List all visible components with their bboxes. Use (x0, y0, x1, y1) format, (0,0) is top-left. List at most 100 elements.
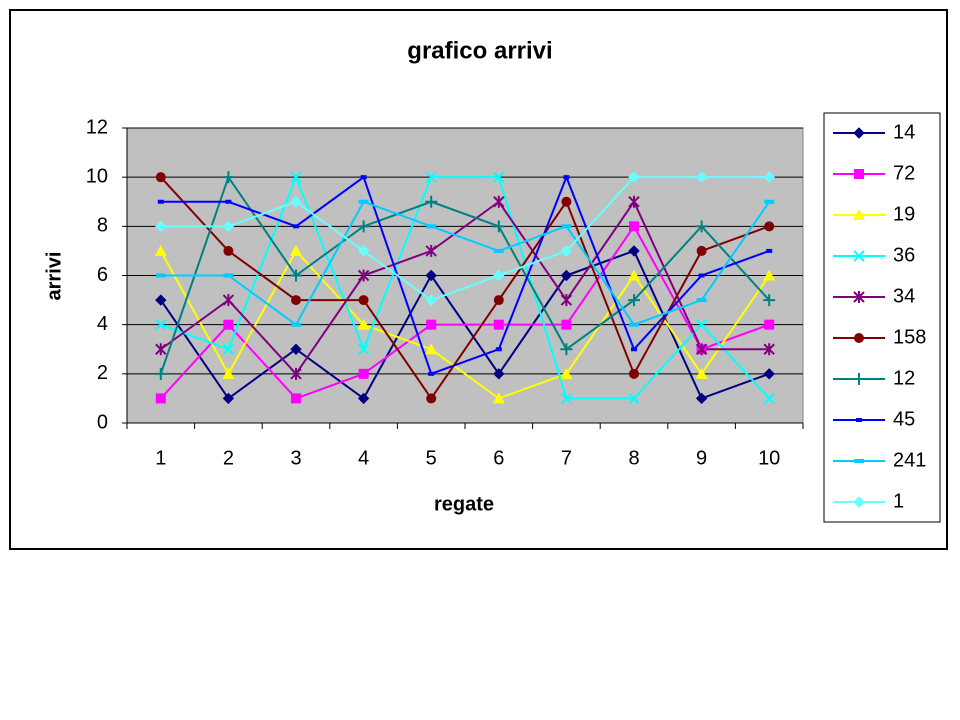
marker (695, 171, 708, 183)
legend-label: 45 (893, 408, 915, 430)
marker (695, 392, 708, 405)
marker (695, 318, 708, 331)
marker (426, 393, 437, 404)
marker (357, 392, 370, 405)
marker (763, 392, 775, 405)
x-tick-label: 6 (493, 447, 504, 469)
x-tick-label: 2 (223, 447, 234, 469)
marker (425, 294, 437, 306)
y-tick-label: 4 (97, 313, 108, 335)
y-tick-label: 2 (97, 362, 108, 384)
legend-box (823, 112, 941, 523)
x-tick-label: 4 (358, 447, 369, 469)
marker (428, 371, 435, 376)
marker (290, 171, 302, 183)
marker (358, 368, 369, 379)
marker (629, 368, 639, 379)
marker (493, 368, 505, 380)
marker (222, 220, 235, 233)
marker (357, 220, 370, 233)
series-line (159, 174, 770, 375)
y-tick-label: 6 (97, 264, 108, 286)
x-tick-label: 10 (758, 447, 780, 469)
marker (495, 347, 502, 352)
marker (853, 373, 865, 385)
marker (155, 294, 167, 306)
marker (695, 367, 708, 379)
marker (698, 273, 705, 278)
marker (766, 248, 773, 253)
marker (763, 343, 775, 356)
series-line (160, 176, 770, 302)
marker (154, 367, 167, 380)
marker (357, 245, 370, 257)
series-line (160, 174, 770, 400)
y-tick-label: 0 (97, 411, 108, 433)
marker (763, 368, 775, 380)
marker (493, 269, 505, 282)
y-tick-label: 12 (86, 116, 108, 138)
marker (223, 245, 234, 256)
legend-label: 158 (893, 326, 926, 348)
marker (764, 319, 775, 330)
marker (854, 459, 864, 463)
marker (493, 248, 504, 253)
marker (223, 319, 234, 330)
marker (155, 273, 166, 278)
marker (853, 496, 865, 508)
marker (492, 220, 505, 233)
marker (222, 171, 235, 184)
marker (695, 220, 708, 233)
y-axis-label: arrivi (43, 252, 65, 301)
marker (155, 393, 166, 404)
marker (155, 318, 167, 331)
series-line (160, 199, 770, 376)
marker (357, 318, 370, 330)
series-line (159, 249, 771, 400)
marker (358, 199, 369, 204)
marker (560, 343, 573, 356)
marker (854, 333, 864, 343)
marker (628, 171, 640, 183)
legend-label: 72 (893, 162, 915, 184)
marker (763, 269, 776, 281)
marker (628, 392, 640, 405)
marker (222, 343, 235, 355)
marker (291, 295, 301, 306)
marker (560, 294, 573, 307)
legend-label: 34 (893, 285, 915, 307)
legend-label: 14 (893, 121, 915, 143)
marker (290, 196, 302, 208)
marker (853, 250, 865, 262)
marker (629, 322, 639, 327)
marker (763, 171, 775, 183)
marker (629, 221, 639, 232)
marker (291, 393, 301, 404)
marker (853, 127, 865, 139)
legend-label: 19 (893, 203, 915, 225)
legend-label: 1 (893, 490, 904, 512)
marker (628, 269, 640, 281)
marker (290, 367, 302, 380)
marker (493, 295, 504, 306)
marker (560, 367, 573, 379)
marker (696, 298, 707, 303)
marker (290, 269, 302, 282)
marker (157, 199, 164, 204)
marker (492, 392, 505, 404)
marker (763, 294, 776, 307)
x-tick-label: 8 (628, 447, 639, 469)
x-axis-label: regate (434, 493, 494, 515)
marker (222, 392, 235, 405)
marker (493, 195, 505, 208)
marker (628, 195, 640, 208)
marker (631, 347, 637, 352)
marker (764, 221, 775, 232)
marker (695, 343, 708, 356)
marker (290, 343, 302, 355)
marker (222, 367, 235, 379)
marker (223, 273, 234, 278)
legend-label: 12 (893, 367, 915, 389)
marker (290, 244, 302, 256)
